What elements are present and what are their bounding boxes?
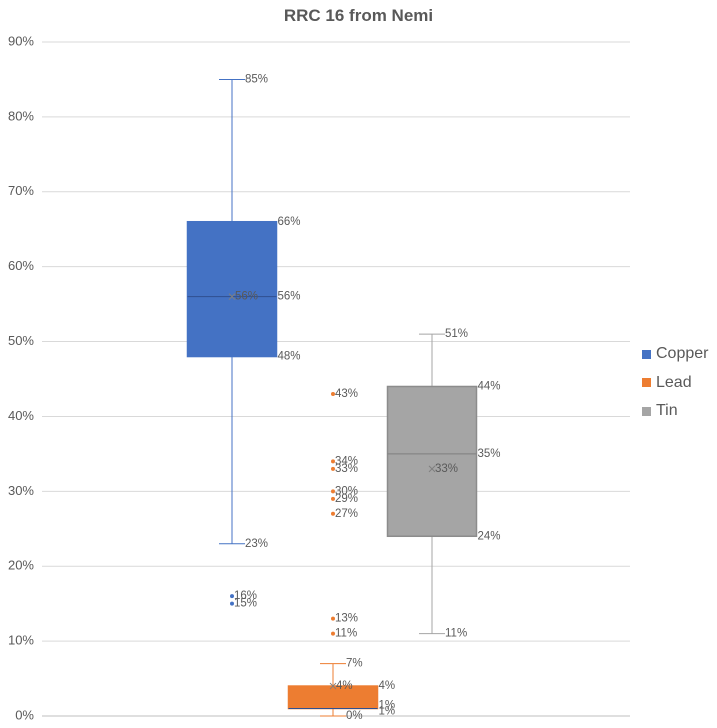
legend-label-tin: Tin [656, 402, 678, 420]
lead-label-median: 1% [379, 700, 396, 712]
legend-label-lead: Lead [656, 373, 692, 391]
copper-label-min: 23% [245, 538, 268, 550]
y-tick-label: 20% [8, 558, 34, 573]
legend-label-copper: Copper [656, 345, 709, 363]
lead-outlier-label: 34% [335, 455, 358, 467]
lead-mean-marker [329, 682, 337, 690]
y-tick-label: 90% [8, 33, 34, 48]
lead-outlier-label: 30% [335, 485, 358, 497]
lead-outlier-point [331, 511, 335, 516]
y-tick-label: 60% [8, 258, 34, 273]
legend-swatch-copper [642, 349, 651, 359]
legend-item-lead[interactable]: Lead [642, 369, 708, 398]
lead-outlier-label: 33% [335, 463, 358, 475]
copper-label-max: 85% [245, 73, 268, 85]
tin-label-max: 51% [445, 328, 468, 340]
lead-label-q3: 4% [379, 680, 396, 692]
series-copper: 16%15% 85% 23% 66% 56% 48% 56% [186, 73, 301, 610]
copper-outlier-point [230, 594, 234, 599]
y-tick-label: 50% [8, 333, 34, 348]
tin-label-median: 35% [478, 448, 501, 460]
copper-label-q1: 48% [278, 351, 301, 363]
lead-label-max: 7% [346, 658, 363, 670]
lead-outlier-label: 13% [335, 613, 358, 625]
tin-box [386, 385, 478, 538]
copper-label-q3: 66% [278, 216, 301, 228]
copper-label-mean: 56% [235, 291, 258, 303]
legend: Copper Lead Tin [642, 340, 708, 426]
copper-mean-marker [228, 293, 236, 300]
lead-outlier-point [331, 496, 335, 501]
copper-outlier-label: 15% [234, 598, 257, 610]
lead-outlier-label: 11% [335, 628, 357, 640]
y-tick-label: 40% [8, 408, 34, 423]
lead-box [287, 685, 379, 710]
y-axis-ticks: 0% 10% 20% 30% 40% 50% 60% 70% 80% 90% [8, 33, 34, 722]
legend-item-copper[interactable]: Copper [642, 340, 708, 369]
tin-label-mean: 33% [435, 463, 458, 475]
y-tick-label: 10% [8, 633, 34, 648]
legend-swatch-lead [642, 378, 651, 388]
lead-outlier-point [331, 391, 335, 396]
lead-outlier-point [331, 489, 335, 494]
lead-label-min: 0% [346, 710, 363, 722]
lead-outlier-point [331, 459, 335, 464]
legend-item-tin[interactable]: Tin [642, 397, 708, 426]
series-layer: 16%15%85%23%66%56%48%56%43%34%33%30%29%2… [186, 73, 501, 722]
lead-label-mean: 4% [336, 680, 353, 692]
copper-box [186, 220, 278, 358]
series-lead: 43% 34%33% 30%29% 27% 13% 11% 7% 0% 4% 1%1% 4% [287, 388, 396, 722]
tin-mean-marker [428, 465, 436, 473]
lead-outlier-label: 43% [335, 388, 358, 400]
copper-label-median: 56% [278, 291, 301, 303]
copper-outlier-point [230, 601, 234, 606]
lead-outlier-point [331, 466, 335, 471]
y-tick-label: 80% [8, 108, 34, 123]
lead-outlier-point [331, 631, 335, 636]
chart-title: RRC 16 from Nemi [283, 6, 434, 25]
lead-label-q1: 1% [379, 706, 396, 718]
lead-outlier-label: 29% [335, 493, 358, 505]
y-tick-label: 0% [15, 707, 34, 722]
legend-swatch-tin [642, 406, 651, 416]
lead-outlier-point [331, 616, 335, 621]
series-tin: 51% 11% 44% 35% 24% 33% [386, 328, 501, 640]
tin-label-q3: 44% [478, 381, 501, 393]
tin-label-min: 11% [445, 628, 467, 640]
copper-outlier-label: 16% [234, 590, 257, 602]
lead-outlier-label: 27% [335, 508, 358, 520]
y-tick-label: 70% [8, 183, 34, 198]
y-tick-label: 30% [8, 483, 34, 498]
tin-label-q1: 24% [478, 530, 501, 542]
